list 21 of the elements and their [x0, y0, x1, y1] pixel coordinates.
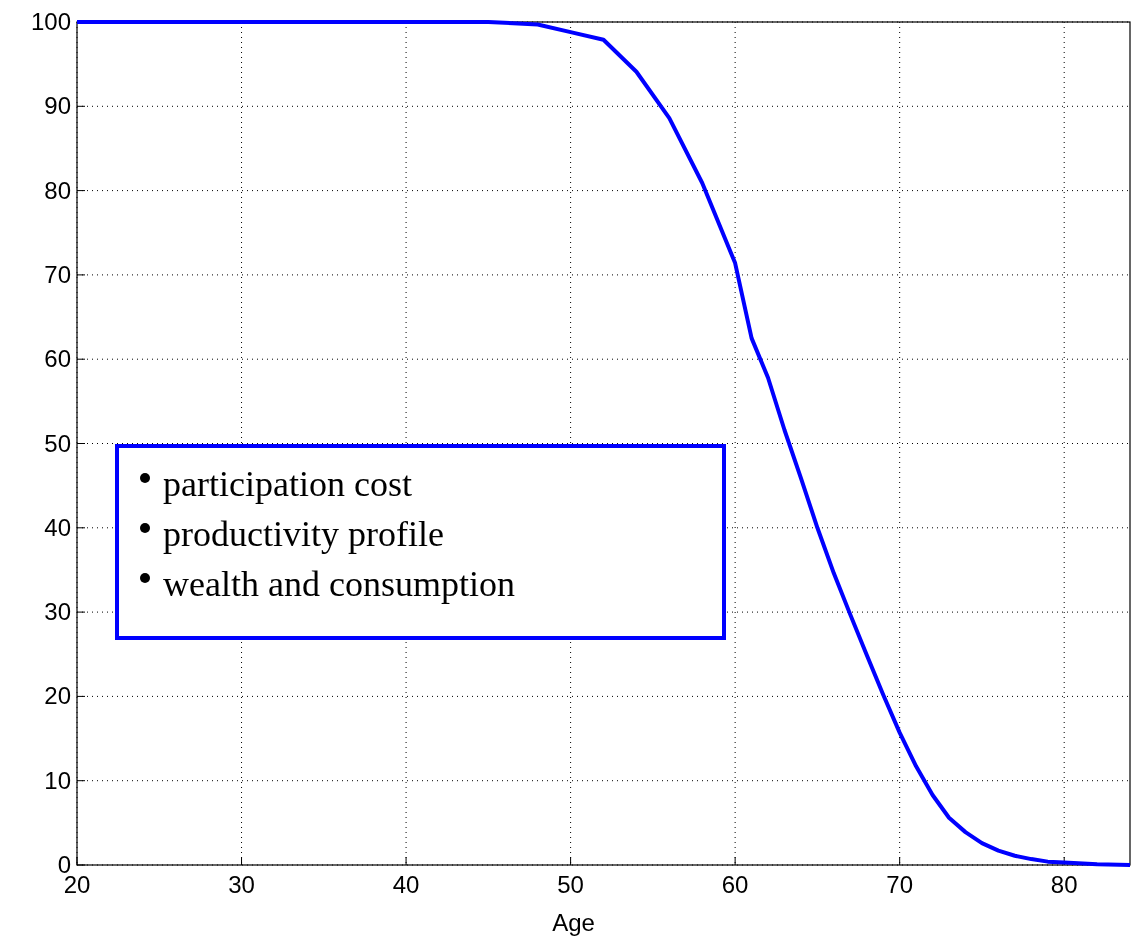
- y-tick-label: 90: [44, 92, 71, 120]
- x-tick-label: 40: [392, 871, 420, 898]
- x-tick-label: 70: [886, 871, 914, 898]
- y-tick-label: 10: [44, 766, 71, 794]
- line-series: [77, 20, 1130, 867]
- y-tick-label: 30: [44, 598, 71, 626]
- x-axis-title: Age: [552, 909, 595, 936]
- annotation: wealth and consumption: [163, 564, 515, 604]
- x-tick-label: 60: [721, 871, 749, 898]
- annotation: productivity profile: [163, 514, 444, 554]
- x-tick-label: 80: [1050, 871, 1078, 898]
- y-tick-label: 70: [44, 260, 71, 288]
- y-tick-label: 40: [44, 513, 71, 541]
- y-tick-label: 100: [30, 8, 71, 35]
- annotation: participation cost: [163, 464, 412, 504]
- y-tick-label: 20: [44, 682, 71, 710]
- x-tick-label: 30: [228, 871, 255, 898]
- y-tick-label: 80: [44, 176, 71, 204]
- y-tick-label: 60: [44, 345, 71, 373]
- x-tick-label: 50: [557, 871, 584, 898]
- y-tick-label: 50: [44, 429, 71, 457]
